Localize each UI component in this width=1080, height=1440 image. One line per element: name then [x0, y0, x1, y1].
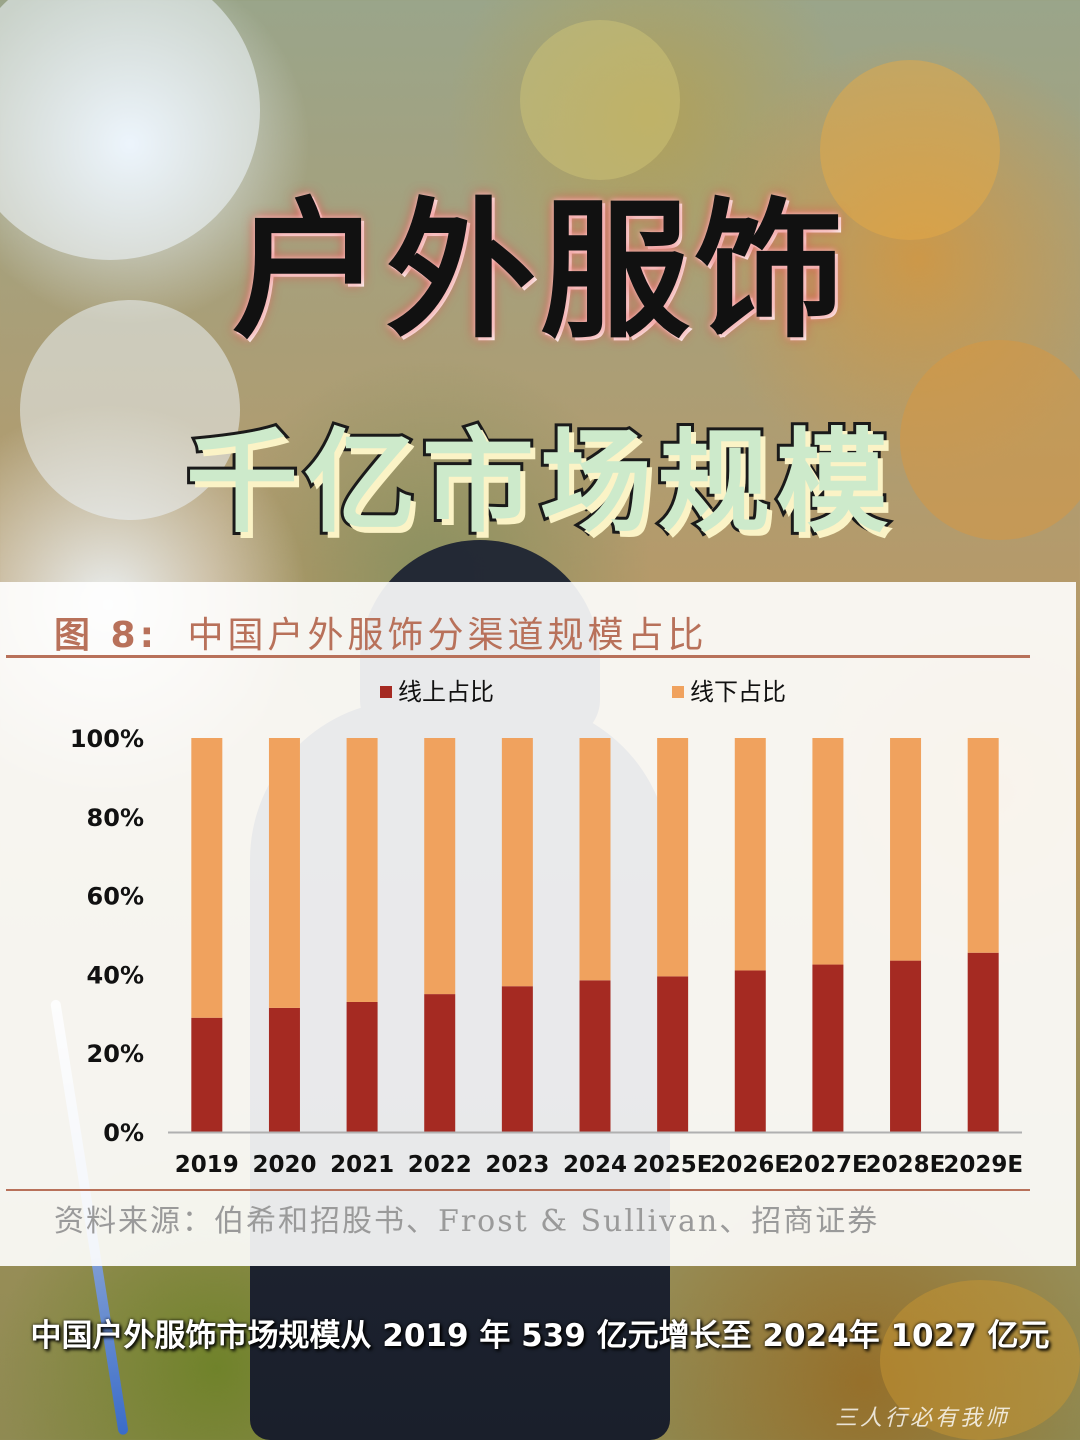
figure-title: 图 8: 中国户外服饰分渠道规模占比: [54, 606, 707, 658]
bar-online-2022: [424, 994, 456, 1132]
y-tick-label: 60%: [87, 883, 144, 911]
bar-online-2021: [346, 1001, 378, 1132]
bar-online-2027E: [812, 964, 844, 1132]
bar-offline-2029E: [967, 738, 999, 953]
bar-online-2023: [501, 986, 533, 1132]
bar-online-2025E: [657, 976, 689, 1132]
x-tick-label: 2026E: [710, 1152, 790, 1178]
legend-label-1: 线下占比: [690, 678, 786, 706]
bar-offline-2020: [268, 738, 300, 1008]
y-tick-label: 100%: [70, 725, 144, 753]
bar-online-2029E: [967, 952, 999, 1132]
poster-title: 户外服饰: [231, 185, 848, 359]
x-tick-label: 2022: [408, 1152, 472, 1178]
x-tick-label: 2020: [252, 1152, 316, 1178]
legend-swatch-1: [672, 686, 684, 698]
bar-offline-2027E: [812, 738, 844, 965]
bar-online-2026E: [734, 970, 766, 1132]
bar-online-2028E: [890, 960, 922, 1132]
poster-caption: 中国户外服饰市场规模从 2019 年 539 亿元增长至 2024年 1027 …: [30, 1318, 1050, 1354]
figure-title-text: 中国户外服饰分渠道规模占比: [187, 615, 708, 656]
y-tick-label: 0%: [103, 1119, 144, 1147]
x-tick-label: 2028E: [866, 1152, 946, 1178]
x-tick-label: 2023: [485, 1152, 549, 1178]
figure-label: 图 8:: [54, 615, 158, 656]
bar-offline-2028E: [890, 738, 922, 961]
bar-offline-2024: [579, 738, 611, 981]
stacked-bar-chart: 线上占比 线下占比 0% 20% 40% 60% 80% 100% 2019 2020 2021 20…: [70, 678, 1023, 1178]
source-rule: [6, 1189, 1030, 1191]
bar-offline-2026E: [734, 738, 766, 971]
bar-offline-2022: [424, 738, 456, 995]
y-tick-label: 20%: [87, 1040, 144, 1068]
watermark: 三人行必有我师: [834, 1406, 1010, 1431]
bar-offline-2021: [346, 738, 378, 1002]
poster-subtitle: 千亿市场规模: [183, 415, 894, 551]
y-tick-label: 40%: [87, 961, 144, 989]
bar-offline-2019: [191, 738, 223, 1018]
figure-source: 资料来源：伯希和招股书、Frost & Sullivan、招商证券: [54, 1204, 880, 1239]
x-tick-label: 2029E: [943, 1152, 1023, 1178]
legend-swatch-0: [380, 686, 392, 698]
x-tick-label: 2024: [563, 1152, 627, 1178]
title-rule: [6, 655, 1030, 658]
bar-offline-2025E: [657, 738, 689, 977]
bar-online-2024: [579, 980, 611, 1132]
x-tick-label: 2021: [330, 1152, 394, 1178]
bar-online-2020: [268, 1007, 300, 1132]
x-tick-label: 2019: [175, 1152, 239, 1178]
bar-offline-2023: [501, 738, 533, 987]
bar-online-2019: [191, 1017, 223, 1132]
x-tick-label: 2025E: [633, 1152, 713, 1178]
x-tick-label: 2027E: [788, 1152, 868, 1178]
y-tick-label: 80%: [87, 804, 144, 832]
legend-label-0: 线上占比: [398, 678, 494, 706]
